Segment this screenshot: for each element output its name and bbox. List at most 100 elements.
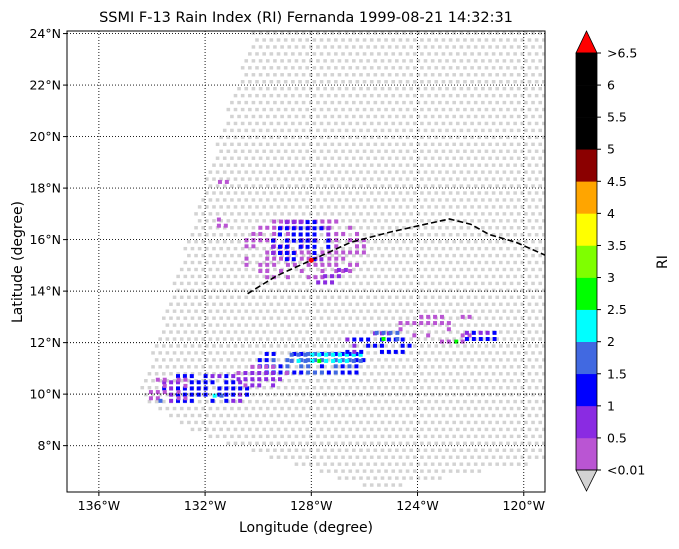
swath-cell — [305, 38, 309, 42]
swath-cell — [438, 198, 442, 202]
swath-cell — [448, 330, 453, 334]
swath-cell — [423, 476, 428, 480]
swath-cell — [473, 448, 478, 452]
swath-cell — [348, 93, 353, 98]
swath-cell — [330, 448, 335, 452]
swath-cell — [506, 246, 510, 251]
swath-cell — [262, 80, 266, 84]
swath-cell — [498, 455, 503, 459]
swath-cell — [355, 121, 360, 126]
swath-cell — [208, 406, 213, 411]
swath-cell — [215, 253, 220, 258]
swath-cell — [369, 66, 374, 70]
swath-cell — [276, 107, 281, 112]
swath-cell — [262, 163, 266, 167]
swath-cell — [244, 351, 249, 355]
rain-cell — [306, 262, 311, 267]
swath-cell — [409, 309, 413, 313]
swath-cell — [398, 427, 403, 432]
swath-cell — [373, 184, 378, 188]
swath-cell — [258, 337, 263, 341]
rain-cell — [320, 269, 325, 274]
rain-cell — [347, 370, 352, 375]
swath-cell — [187, 239, 191, 244]
swath-cell — [387, 100, 392, 105]
swath-cell — [430, 406, 435, 411]
swath-cell — [301, 323, 306, 327]
rain-cell — [467, 314, 472, 319]
swath-cell — [248, 427, 252, 432]
swath-cell — [373, 309, 378, 313]
swath-cell — [373, 392, 378, 397]
swath-cell — [348, 260, 353, 265]
swath-cell — [470, 260, 474, 265]
swath-cell — [179, 337, 184, 341]
swath-cell — [222, 295, 227, 299]
swath-cell — [477, 413, 482, 418]
swath-cell — [366, 379, 370, 383]
swath-cell — [344, 406, 349, 411]
swath-cell — [438, 59, 442, 63]
swath-cell — [538, 337, 543, 341]
swath-cell — [237, 253, 241, 258]
swath-cell — [481, 239, 485, 244]
swath-cell — [430, 379, 435, 383]
swath-cell — [255, 135, 259, 140]
y-axis-ticks: 8°N10°N12°N14°N16°N18°N20°N22°N24°N — [29, 26, 67, 453]
swath-cell — [377, 413, 381, 418]
swath-cell — [201, 267, 206, 272]
swath-cell — [319, 260, 324, 265]
swath-cell — [280, 114, 284, 119]
swath-cell — [240, 66, 245, 70]
rain-cell — [400, 343, 405, 348]
swath-cell — [491, 288, 496, 293]
swath-cell — [477, 274, 482, 279]
swath-cell — [473, 253, 478, 258]
swath-cell — [516, 31, 521, 35]
swath-cell — [316, 100, 320, 105]
swath-cell — [398, 260, 403, 265]
swath-cell — [334, 302, 338, 306]
swath-cell — [498, 135, 503, 140]
swath-cell — [384, 358, 388, 362]
swath-cell — [538, 184, 543, 188]
swath-cell — [230, 142, 234, 147]
swath-cell — [452, 239, 456, 244]
swath-cell — [377, 191, 381, 195]
swath-cell — [369, 93, 374, 98]
swath-cell — [516, 309, 521, 313]
colorbar-tick-label: 5.5 — [607, 110, 627, 125]
swath-cell — [369, 80, 374, 84]
swath-cell — [273, 420, 277, 425]
swath-cell — [366, 59, 370, 63]
swath-cell — [323, 100, 327, 105]
swath-cell — [473, 365, 478, 369]
swath-cell — [165, 351, 170, 355]
swath-cell — [330, 323, 335, 327]
swath-cell — [362, 385, 367, 390]
swath-cell — [427, 288, 431, 293]
swath-cell — [520, 441, 525, 446]
swath-cell — [219, 413, 223, 418]
rain-cell — [327, 256, 332, 261]
swath-cell — [387, 45, 392, 49]
rain-cell — [183, 383, 188, 388]
swath-cell — [212, 330, 216, 334]
swath-cell — [269, 441, 274, 446]
swath-cell — [369, 483, 374, 487]
swath-cell — [477, 107, 482, 112]
rain-cell — [258, 262, 263, 267]
swath-cell — [395, 392, 399, 397]
swath-cell — [359, 31, 363, 35]
swath-cell — [305, 149, 309, 153]
swath-cell — [165, 337, 170, 341]
swath-cell — [291, 330, 295, 334]
swath-cell — [323, 462, 327, 466]
swath-cell — [452, 462, 456, 466]
swath-cell — [488, 142, 492, 147]
swath-cell — [398, 80, 403, 84]
swath-cell — [312, 149, 317, 153]
swath-cell — [219, 260, 223, 265]
swath-cell — [212, 246, 216, 251]
swath-cell — [280, 100, 284, 105]
